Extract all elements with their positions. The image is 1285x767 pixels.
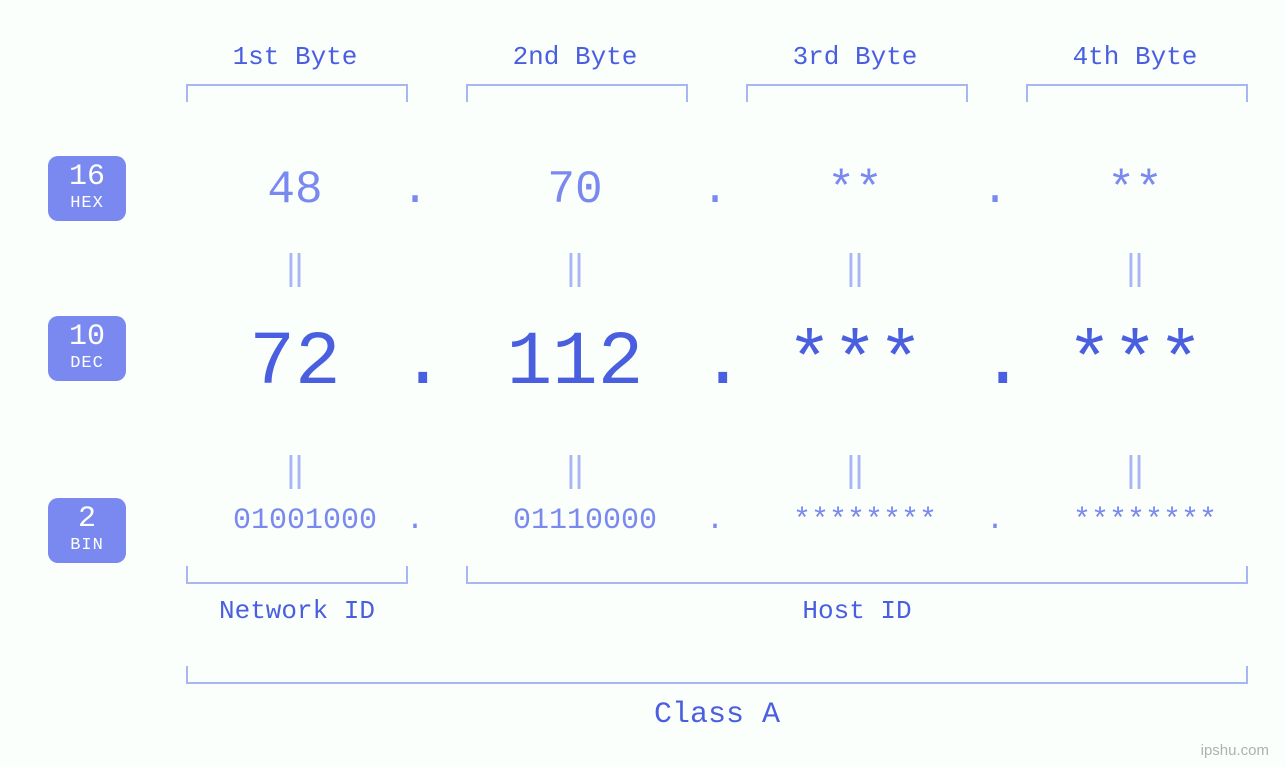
top-bracket-1 (186, 84, 408, 102)
badge-dec-num: 10 (48, 322, 126, 352)
badge-hex-label: HEX (48, 194, 126, 213)
dec-byte-4: *** (1020, 320, 1250, 406)
equals-r0-c3: ‖ (1115, 248, 1155, 290)
byte-header-2: 2nd Byte (445, 42, 705, 72)
byte-header-4: 4th Byte (1005, 42, 1265, 72)
watermark: ipshu.com (1201, 742, 1269, 759)
top-bracket-3 (746, 84, 968, 102)
bin-byte-1: 01001000 (180, 504, 430, 538)
badge-dec-label: DEC (48, 354, 126, 373)
class-label: Class A (186, 698, 1248, 732)
badge-hex: 16 HEX (48, 156, 126, 221)
dec-row: 72.112.***.*** (160, 320, 1265, 410)
equals-r1-c2: ‖ (835, 450, 875, 492)
top-bracket-2 (466, 84, 688, 102)
dec-sep-3: . (980, 320, 1010, 406)
equals-r0-c1: ‖ (555, 248, 595, 290)
hex-byte-3: ** (740, 164, 970, 216)
equals-r1-c1: ‖ (555, 450, 595, 492)
badge-hex-num: 16 (48, 162, 126, 192)
equals-r0-c0: ‖ (275, 248, 315, 290)
bin-sep-2: . (700, 504, 730, 538)
bin-byte-3: ******** (740, 504, 990, 538)
network_id-label: Network ID (186, 596, 408, 626)
equals-r0-c2: ‖ (835, 248, 875, 290)
bottom-bracket-1-1 (466, 566, 1248, 584)
byte-header-3: 3rd Byte (725, 42, 985, 72)
class-bracket (186, 666, 1248, 684)
hex-byte-1: 48 (180, 164, 410, 216)
hex-byte-2: 70 (460, 164, 690, 216)
badge-dec: 10 DEC (48, 316, 126, 381)
dec-sep-2: . (700, 320, 730, 406)
equals-r1-c3: ‖ (1115, 450, 1155, 492)
dec-byte-3: *** (740, 320, 970, 406)
dec-sep-1: . (400, 320, 430, 406)
byte-header-1: 1st Byte (165, 42, 425, 72)
hex-byte-4: ** (1020, 164, 1250, 216)
hex-row: 48.70.**.** (160, 164, 1265, 254)
host_id-label: Host ID (466, 596, 1248, 626)
hex-sep-2: . (700, 164, 730, 216)
dec-byte-1: 72 (180, 320, 410, 406)
bin-sep-3: . (980, 504, 1010, 538)
hex-sep-3: . (980, 164, 1010, 216)
top-bracket-4 (1026, 84, 1248, 102)
bottom-bracket-1-0 (186, 566, 408, 584)
bin-byte-2: 01110000 (460, 504, 710, 538)
equals-r1-c0: ‖ (275, 450, 315, 492)
bin-sep-1: . (400, 504, 430, 538)
bin-byte-4: ******** (1020, 504, 1270, 538)
hex-sep-1: . (400, 164, 430, 216)
badge-bin-label: BIN (48, 536, 126, 555)
badge-bin-num: 2 (48, 504, 126, 534)
dec-byte-2: 112 (460, 320, 690, 406)
badge-bin: 2 BIN (48, 498, 126, 563)
